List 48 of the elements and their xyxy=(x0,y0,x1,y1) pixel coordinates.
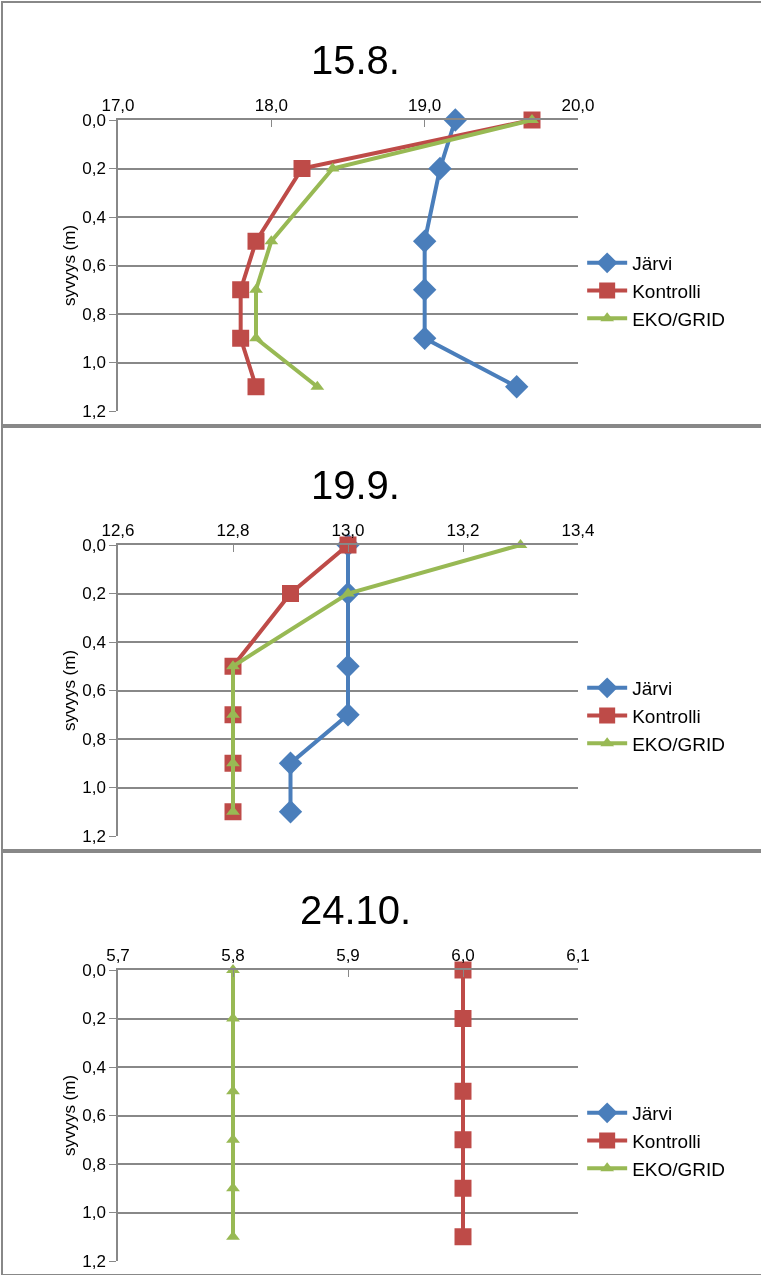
x-tick-label: 6,0 xyxy=(451,946,475,966)
legend-label: EKO/GRID xyxy=(632,733,726,755)
chart-title: 24.10. xyxy=(300,888,412,932)
y-axis-title: syvyys (m) xyxy=(60,649,80,732)
x-tick-label: 5,9 xyxy=(336,946,360,966)
y-tick-label: 1,0 xyxy=(82,353,106,373)
y-tick-label: 0,8 xyxy=(82,1154,106,1174)
x-tick-label: 19,0 xyxy=(408,96,442,116)
y-tick-label: 1,2 xyxy=(82,826,106,846)
y-tick-label: 0,2 xyxy=(82,159,106,179)
y-tick-label: 1,0 xyxy=(82,1203,106,1223)
legend-label: EKO/GRID xyxy=(632,1158,726,1180)
y-tick-label: 0,6 xyxy=(82,256,106,276)
y-tick-label: 0,2 xyxy=(82,1009,106,1029)
chart-title: 19.9. xyxy=(311,463,400,507)
y-tick-label: 0,0 xyxy=(82,110,106,130)
legend-label: Kontrolli xyxy=(632,1130,701,1152)
x-tick-label: 6,1 xyxy=(566,946,590,966)
legend-label: Kontrolli xyxy=(632,705,701,727)
x-tick-label: 13,4 xyxy=(561,521,595,541)
y-tick-label: 0,6 xyxy=(82,1106,106,1126)
y-tick-label: 0,6 xyxy=(82,681,106,701)
legend-label: Järvi xyxy=(632,678,673,700)
x-tick-label: 20,0 xyxy=(561,96,595,116)
y-tick-label: 0,0 xyxy=(82,960,106,980)
x-tick-label: 5,7 xyxy=(106,946,130,966)
legend-label: Kontrolli xyxy=(632,280,701,302)
legend-label: Järvi xyxy=(632,253,673,275)
y-tick-label: 0,0 xyxy=(82,535,106,555)
y-tick-label: 1,2 xyxy=(82,401,106,421)
x-tick-label: 5,8 xyxy=(221,946,245,966)
x-tick-label: 13,2 xyxy=(446,521,480,541)
y-axis-title: syvyys (m) xyxy=(60,224,80,307)
legend-label: Järvi xyxy=(632,1103,673,1125)
y-tick-label: 0,4 xyxy=(82,632,106,652)
y-tick-label: 1,2 xyxy=(82,1251,106,1271)
x-tick-label: 12,8 xyxy=(216,521,250,541)
y-tick-label: 0,2 xyxy=(82,584,106,604)
y-tick-label: 0,4 xyxy=(82,207,106,227)
y-axis-title: syvyys (m) xyxy=(60,1074,80,1157)
y-tick-label: 0,8 xyxy=(82,304,106,324)
y-tick-label: 0,4 xyxy=(82,1057,106,1077)
x-tick-label: 18,0 xyxy=(254,96,288,116)
y-tick-label: 0,8 xyxy=(82,729,106,749)
x-tick-label: 13,0 xyxy=(331,521,365,541)
legend-label: EKO/GRID xyxy=(632,308,726,330)
chart-title: 15.8. xyxy=(311,38,400,82)
y-tick-label: 1,0 xyxy=(82,778,106,798)
